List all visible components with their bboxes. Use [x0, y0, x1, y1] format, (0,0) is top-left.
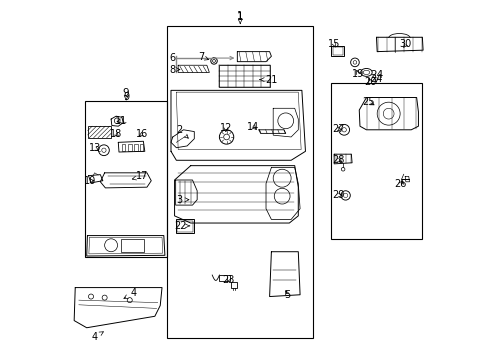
Text: 28: 28	[331, 155, 344, 165]
Bar	[332, 47, 342, 55]
Text: 10: 10	[83, 176, 96, 186]
Text: 14: 14	[247, 122, 259, 132]
Text: 23: 23	[222, 275, 234, 285]
Text: 9: 9	[123, 92, 129, 102]
Text: 20: 20	[364, 77, 376, 87]
Text: 26: 26	[393, 179, 406, 189]
Text: 12: 12	[219, 123, 232, 133]
Text: 24: 24	[369, 69, 382, 80]
Bar	[167, 26, 312, 338]
Text: 4: 4	[91, 332, 103, 342]
Text: 2: 2	[176, 125, 188, 138]
Text: 3: 3	[176, 195, 188, 205]
Text: 22: 22	[174, 221, 189, 231]
Bar	[85, 101, 167, 257]
Text: 17: 17	[132, 171, 148, 181]
Text: 7: 7	[198, 52, 208, 62]
Text: 24: 24	[369, 74, 382, 84]
Text: 4: 4	[123, 288, 137, 298]
Bar	[219, 275, 230, 281]
Text: 15: 15	[327, 39, 340, 49]
Text: 9: 9	[122, 87, 129, 98]
Text: 19: 19	[352, 69, 364, 79]
Bar	[175, 220, 194, 233]
Text: 25: 25	[361, 97, 374, 107]
Text: 30: 30	[399, 40, 411, 49]
Bar	[128, 144, 131, 150]
Text: 27: 27	[331, 124, 344, 134]
Text: 11: 11	[114, 116, 127, 126]
Text: 29: 29	[331, 190, 344, 200]
Text: 18: 18	[110, 129, 122, 139]
Text: 16: 16	[136, 129, 148, 139]
Text: 13: 13	[88, 143, 101, 153]
Text: 1: 1	[237, 11, 243, 24]
Bar	[177, 221, 192, 231]
Bar	[230, 282, 237, 288]
Text: 6: 6	[169, 53, 175, 63]
Bar	[121, 239, 144, 252]
Text: 8: 8	[169, 64, 180, 75]
Bar	[140, 144, 143, 150]
Bar	[134, 144, 137, 150]
Bar	[330, 83, 421, 239]
Text: 5: 5	[284, 290, 290, 300]
Text: 1: 1	[236, 12, 243, 22]
Bar	[330, 45, 344, 56]
Bar	[219, 65, 269, 87]
Bar	[122, 144, 125, 150]
Text: 21: 21	[259, 75, 277, 85]
Bar	[88, 126, 111, 138]
